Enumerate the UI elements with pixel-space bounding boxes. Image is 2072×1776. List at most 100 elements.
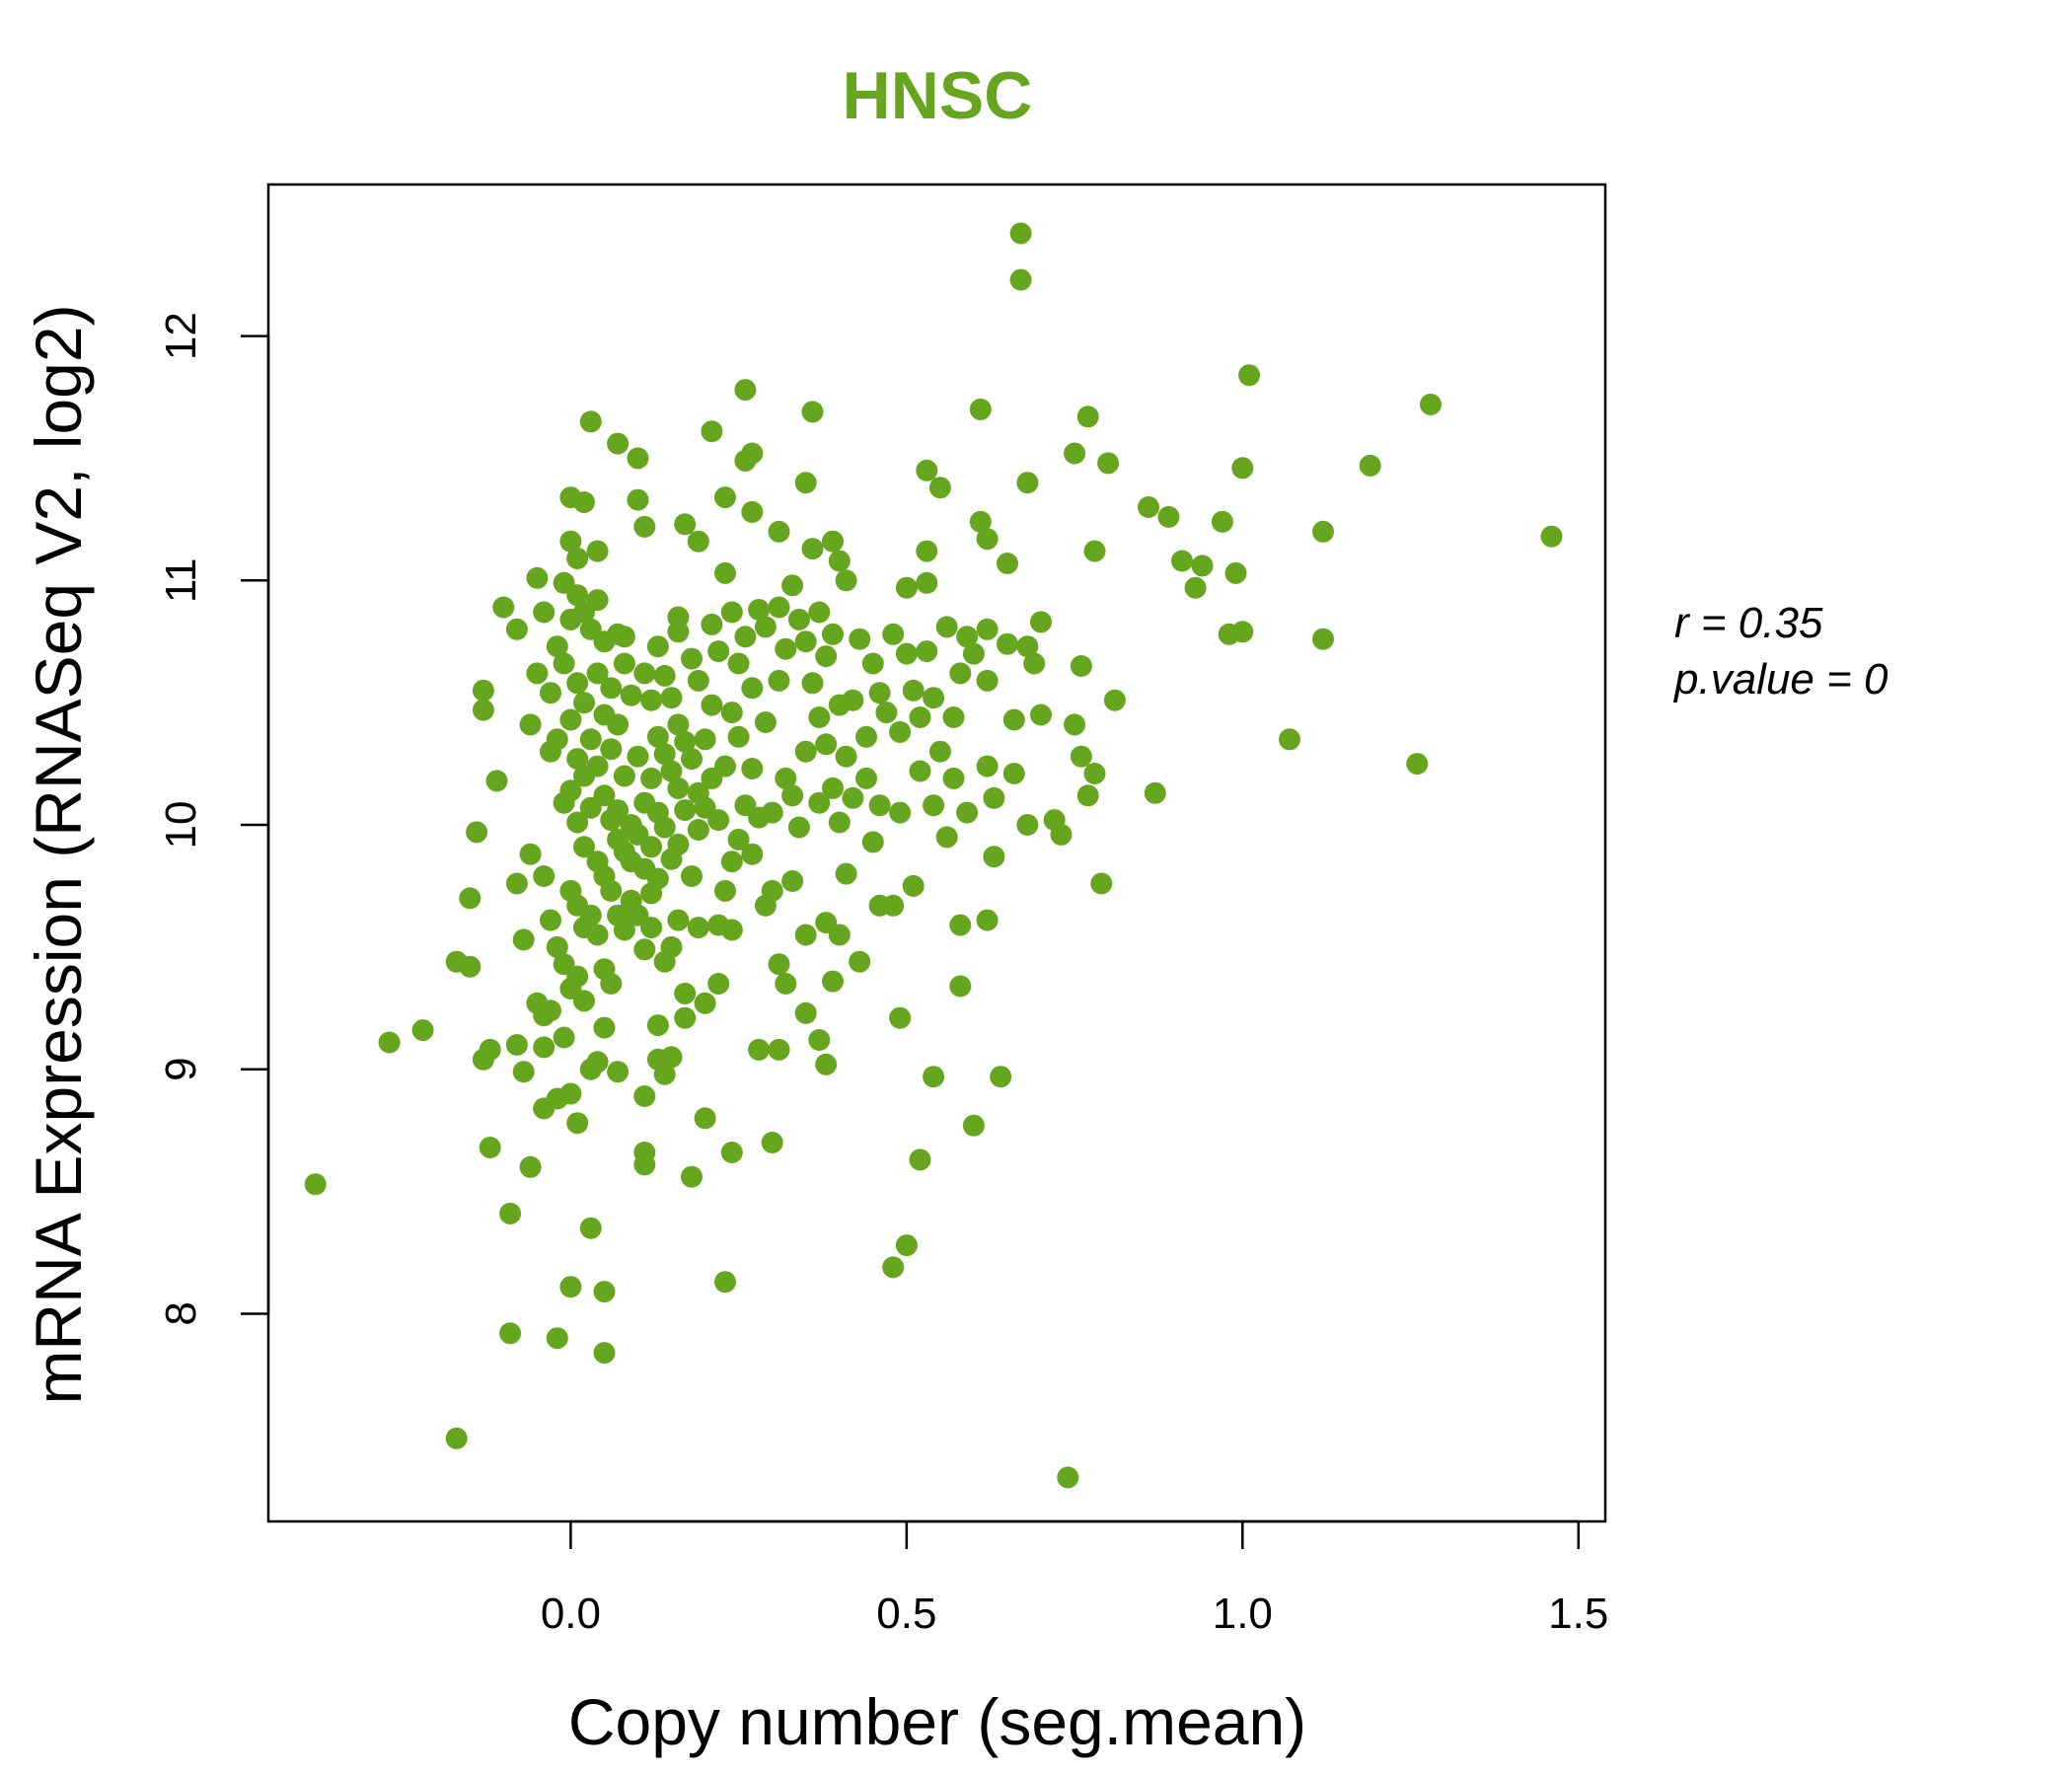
data-point-195	[734, 626, 757, 648]
data-point-124	[633, 1085, 656, 1107]
data-point-33	[540, 682, 561, 704]
data-point-211	[768, 520, 790, 543]
data-point-173	[701, 613, 723, 635]
data-point-327	[1076, 406, 1099, 428]
data-point-62	[566, 965, 589, 988]
data-point-294	[956, 801, 979, 824]
data-point-84	[586, 540, 609, 562]
data-point-273	[902, 874, 925, 897]
data-point-29	[533, 865, 555, 887]
data-point-250	[835, 862, 857, 885]
data-point-116	[627, 745, 649, 768]
data-point-221	[781, 870, 804, 892]
data-point-309	[1002, 763, 1025, 784]
data-point-255	[855, 725, 877, 748]
data-point-284	[928, 477, 951, 499]
data-point-246	[828, 811, 851, 834]
data-point-67	[573, 836, 595, 858]
data-point-306	[990, 1066, 1012, 1088]
data-point-21	[512, 1061, 535, 1083]
y-tick-label-4: 12	[157, 312, 205, 360]
data-point-324	[1070, 745, 1092, 768]
data-point-140	[653, 816, 676, 839]
x-tick-label-2: 1.0	[1213, 1590, 1273, 1638]
data-point-265	[882, 1256, 905, 1279]
data-point-191	[727, 725, 750, 748]
data-point-290	[949, 662, 972, 685]
data-point-183	[714, 879, 736, 902]
data-point-292	[949, 975, 972, 998]
data-point-1	[378, 1031, 401, 1054]
data-point-96	[600, 879, 623, 902]
data-point-289	[942, 767, 965, 789]
data-point-274	[909, 706, 931, 728]
data-point-251	[842, 689, 864, 711]
data-point-8	[472, 699, 494, 721]
data-point-339	[1211, 510, 1233, 533]
data-point-242	[822, 777, 844, 799]
data-point-202	[748, 599, 771, 621]
data-point-168	[694, 728, 716, 751]
data-point-9	[472, 679, 494, 702]
data-point-164	[687, 669, 709, 692]
chart-title: HNSC	[843, 58, 1033, 133]
data-point-201	[741, 843, 764, 865]
data-point-178	[707, 973, 730, 995]
data-point-160	[681, 748, 703, 771]
data-point-14	[492, 596, 515, 619]
data-point-351	[1540, 525, 1563, 548]
data-point-106	[613, 765, 635, 787]
data-point-176	[707, 640, 730, 663]
data-point-3	[445, 1427, 468, 1449]
data-point-288	[942, 706, 965, 728]
data-point-263	[882, 623, 905, 645]
data-point-229	[801, 401, 824, 423]
data-point-228	[794, 1001, 817, 1024]
data-point-5	[459, 955, 481, 978]
data-point-266	[889, 720, 912, 743]
correlation-label: r = 0.35	[1674, 599, 1823, 647]
data-point-115	[627, 488, 649, 511]
data-point-93	[600, 677, 623, 700]
data-point-330	[1090, 872, 1113, 895]
data-point-123	[633, 938, 656, 961]
data-point-12	[479, 1137, 501, 1158]
data-point-256	[855, 767, 877, 789]
data-point-291	[949, 914, 972, 936]
data-point-269	[895, 642, 918, 665]
data-point-345	[1279, 728, 1300, 751]
data-point-243	[822, 970, 844, 993]
data-point-20	[512, 928, 535, 951]
data-point-236	[815, 645, 838, 668]
data-point-241	[822, 623, 844, 645]
data-point-92	[593, 1281, 616, 1303]
data-point-172	[701, 420, 723, 443]
data-point-213	[768, 669, 790, 692]
data-point-285	[928, 740, 951, 763]
data-point-72	[579, 728, 602, 751]
data-point-326	[1076, 784, 1099, 807]
data-point-110	[620, 684, 642, 706]
data-point-298	[969, 398, 992, 420]
data-point-215	[768, 1038, 790, 1061]
data-point-197	[741, 442, 764, 465]
data-point-82	[586, 924, 609, 946]
data-point-120	[633, 662, 656, 685]
data-point-135	[646, 867, 669, 890]
data-point-310	[1002, 708, 1025, 731]
data-point-303	[976, 909, 999, 931]
data-point-299	[976, 528, 999, 551]
data-point-321	[1057, 1466, 1079, 1489]
data-point-174	[701, 694, 723, 716]
data-point-114	[627, 447, 649, 470]
data-point-286	[935, 616, 958, 638]
data-point-272	[902, 679, 925, 702]
data-point-282	[923, 794, 945, 817]
data-point-219	[781, 574, 804, 597]
data-point-108	[613, 919, 635, 941]
data-point-343	[1231, 457, 1254, 480]
data-point-87	[593, 784, 616, 807]
data-point-37	[546, 635, 568, 658]
data-point-97	[600, 973, 623, 995]
data-point-260	[868, 794, 891, 817]
